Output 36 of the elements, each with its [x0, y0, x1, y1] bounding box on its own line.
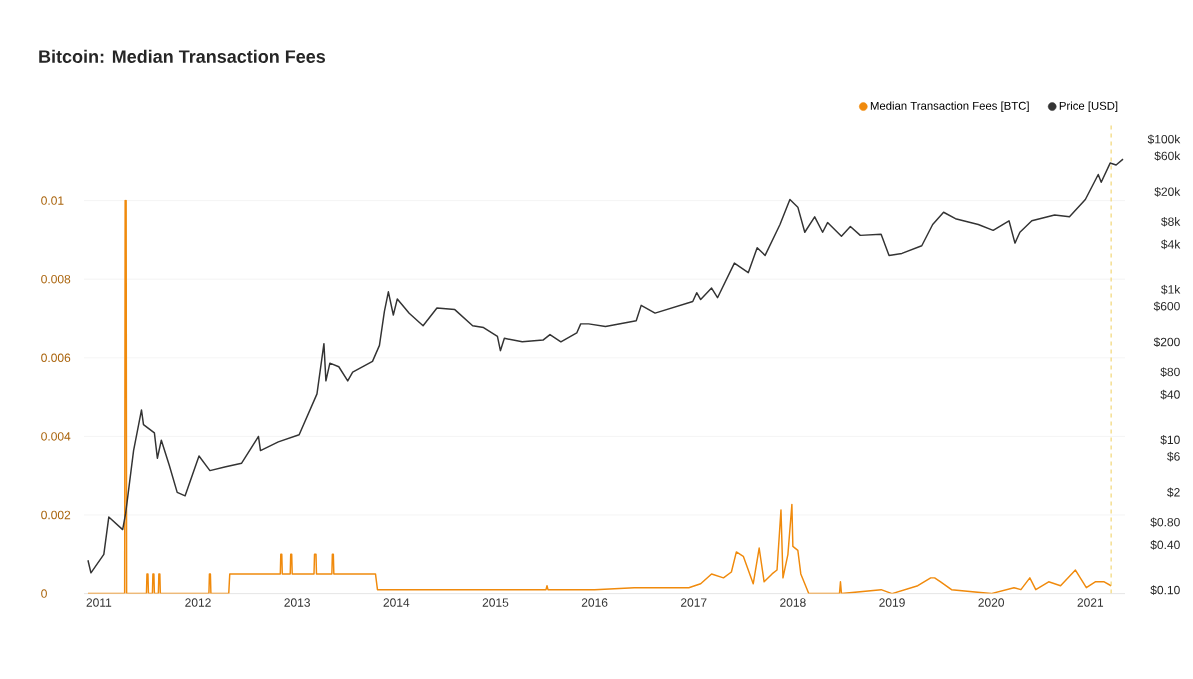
y2-tick-label: $80: [1160, 367, 1180, 377]
y-tick-label: 0.01: [41, 196, 64, 205]
y2-tick-label: $60k: [1154, 151, 1181, 161]
y-tick-label: 0.004: [41, 432, 71, 441]
y2-tick-label: $40: [1160, 389, 1180, 400]
x-tick-label: 2020: [978, 598, 1005, 607]
y2-tick-label: $20k: [1154, 186, 1181, 197]
x-tick-label: 2016: [581, 598, 608, 607]
x-tick-label: 2011: [86, 598, 112, 607]
y-tick-label: 0.008: [41, 274, 71, 284]
x-tick-label: 2013: [284, 598, 310, 607]
chart-title: Bitcoin: Median Transaction Fees: [39, 49, 326, 63]
y2-tick-label: $1k: [1161, 284, 1181, 295]
x-tick-label: 2017: [680, 598, 707, 607]
y2-tick-label: $200: [1153, 337, 1180, 347]
x-tick-label: 2018: [780, 598, 806, 607]
y-tick-label: 0: [41, 589, 47, 598]
x-tick-label: 2012: [185, 598, 211, 607]
x-tick-label: 2019: [879, 598, 905, 607]
y2-tick-label: $6: [1167, 451, 1180, 462]
legend-label: Price [USD]: [1059, 101, 1118, 113]
y2-tick-label: $100k: [1147, 134, 1181, 145]
y-tick-label: 0.002: [41, 510, 71, 520]
x-tick-label: 2015: [482, 598, 509, 607]
y2-tick-label: $0.10: [1150, 585, 1180, 596]
y2-tick-label: $8k: [1161, 216, 1181, 227]
y2-tick-label: $10: [1160, 435, 1180, 445]
y2-tick-label: $2: [1167, 487, 1180, 498]
y2-tick-label: $4k: [1161, 239, 1181, 250]
x-tick-label: 2021: [1077, 598, 1104, 607]
y2-tick-label: $0.40: [1150, 540, 1180, 550]
legend-label: Median Transaction Fees [BTC]: [870, 101, 1029, 113]
y2-tick-label: $600: [1153, 301, 1180, 312]
y-tick-label: 0.006: [41, 353, 71, 363]
y2-tick-label: $0.80: [1150, 517, 1180, 528]
x-tick-label: 2014: [383, 598, 410, 607]
